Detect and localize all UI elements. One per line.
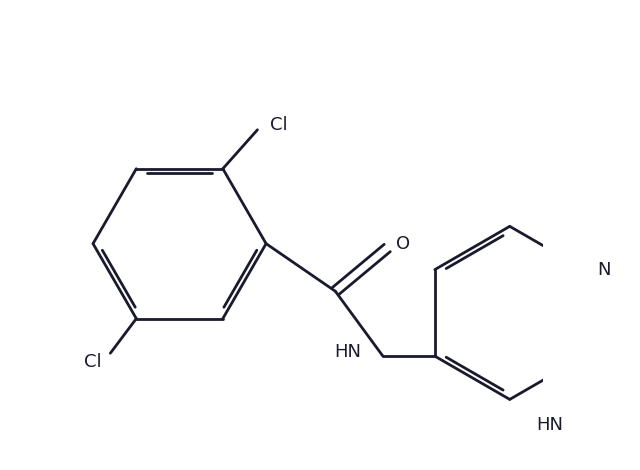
Text: HN: HN bbox=[334, 343, 361, 361]
Text: N: N bbox=[598, 260, 611, 279]
Text: HN: HN bbox=[536, 416, 563, 434]
Text: O: O bbox=[396, 235, 410, 253]
Text: Cl: Cl bbox=[84, 353, 102, 371]
Text: Cl: Cl bbox=[271, 117, 288, 134]
